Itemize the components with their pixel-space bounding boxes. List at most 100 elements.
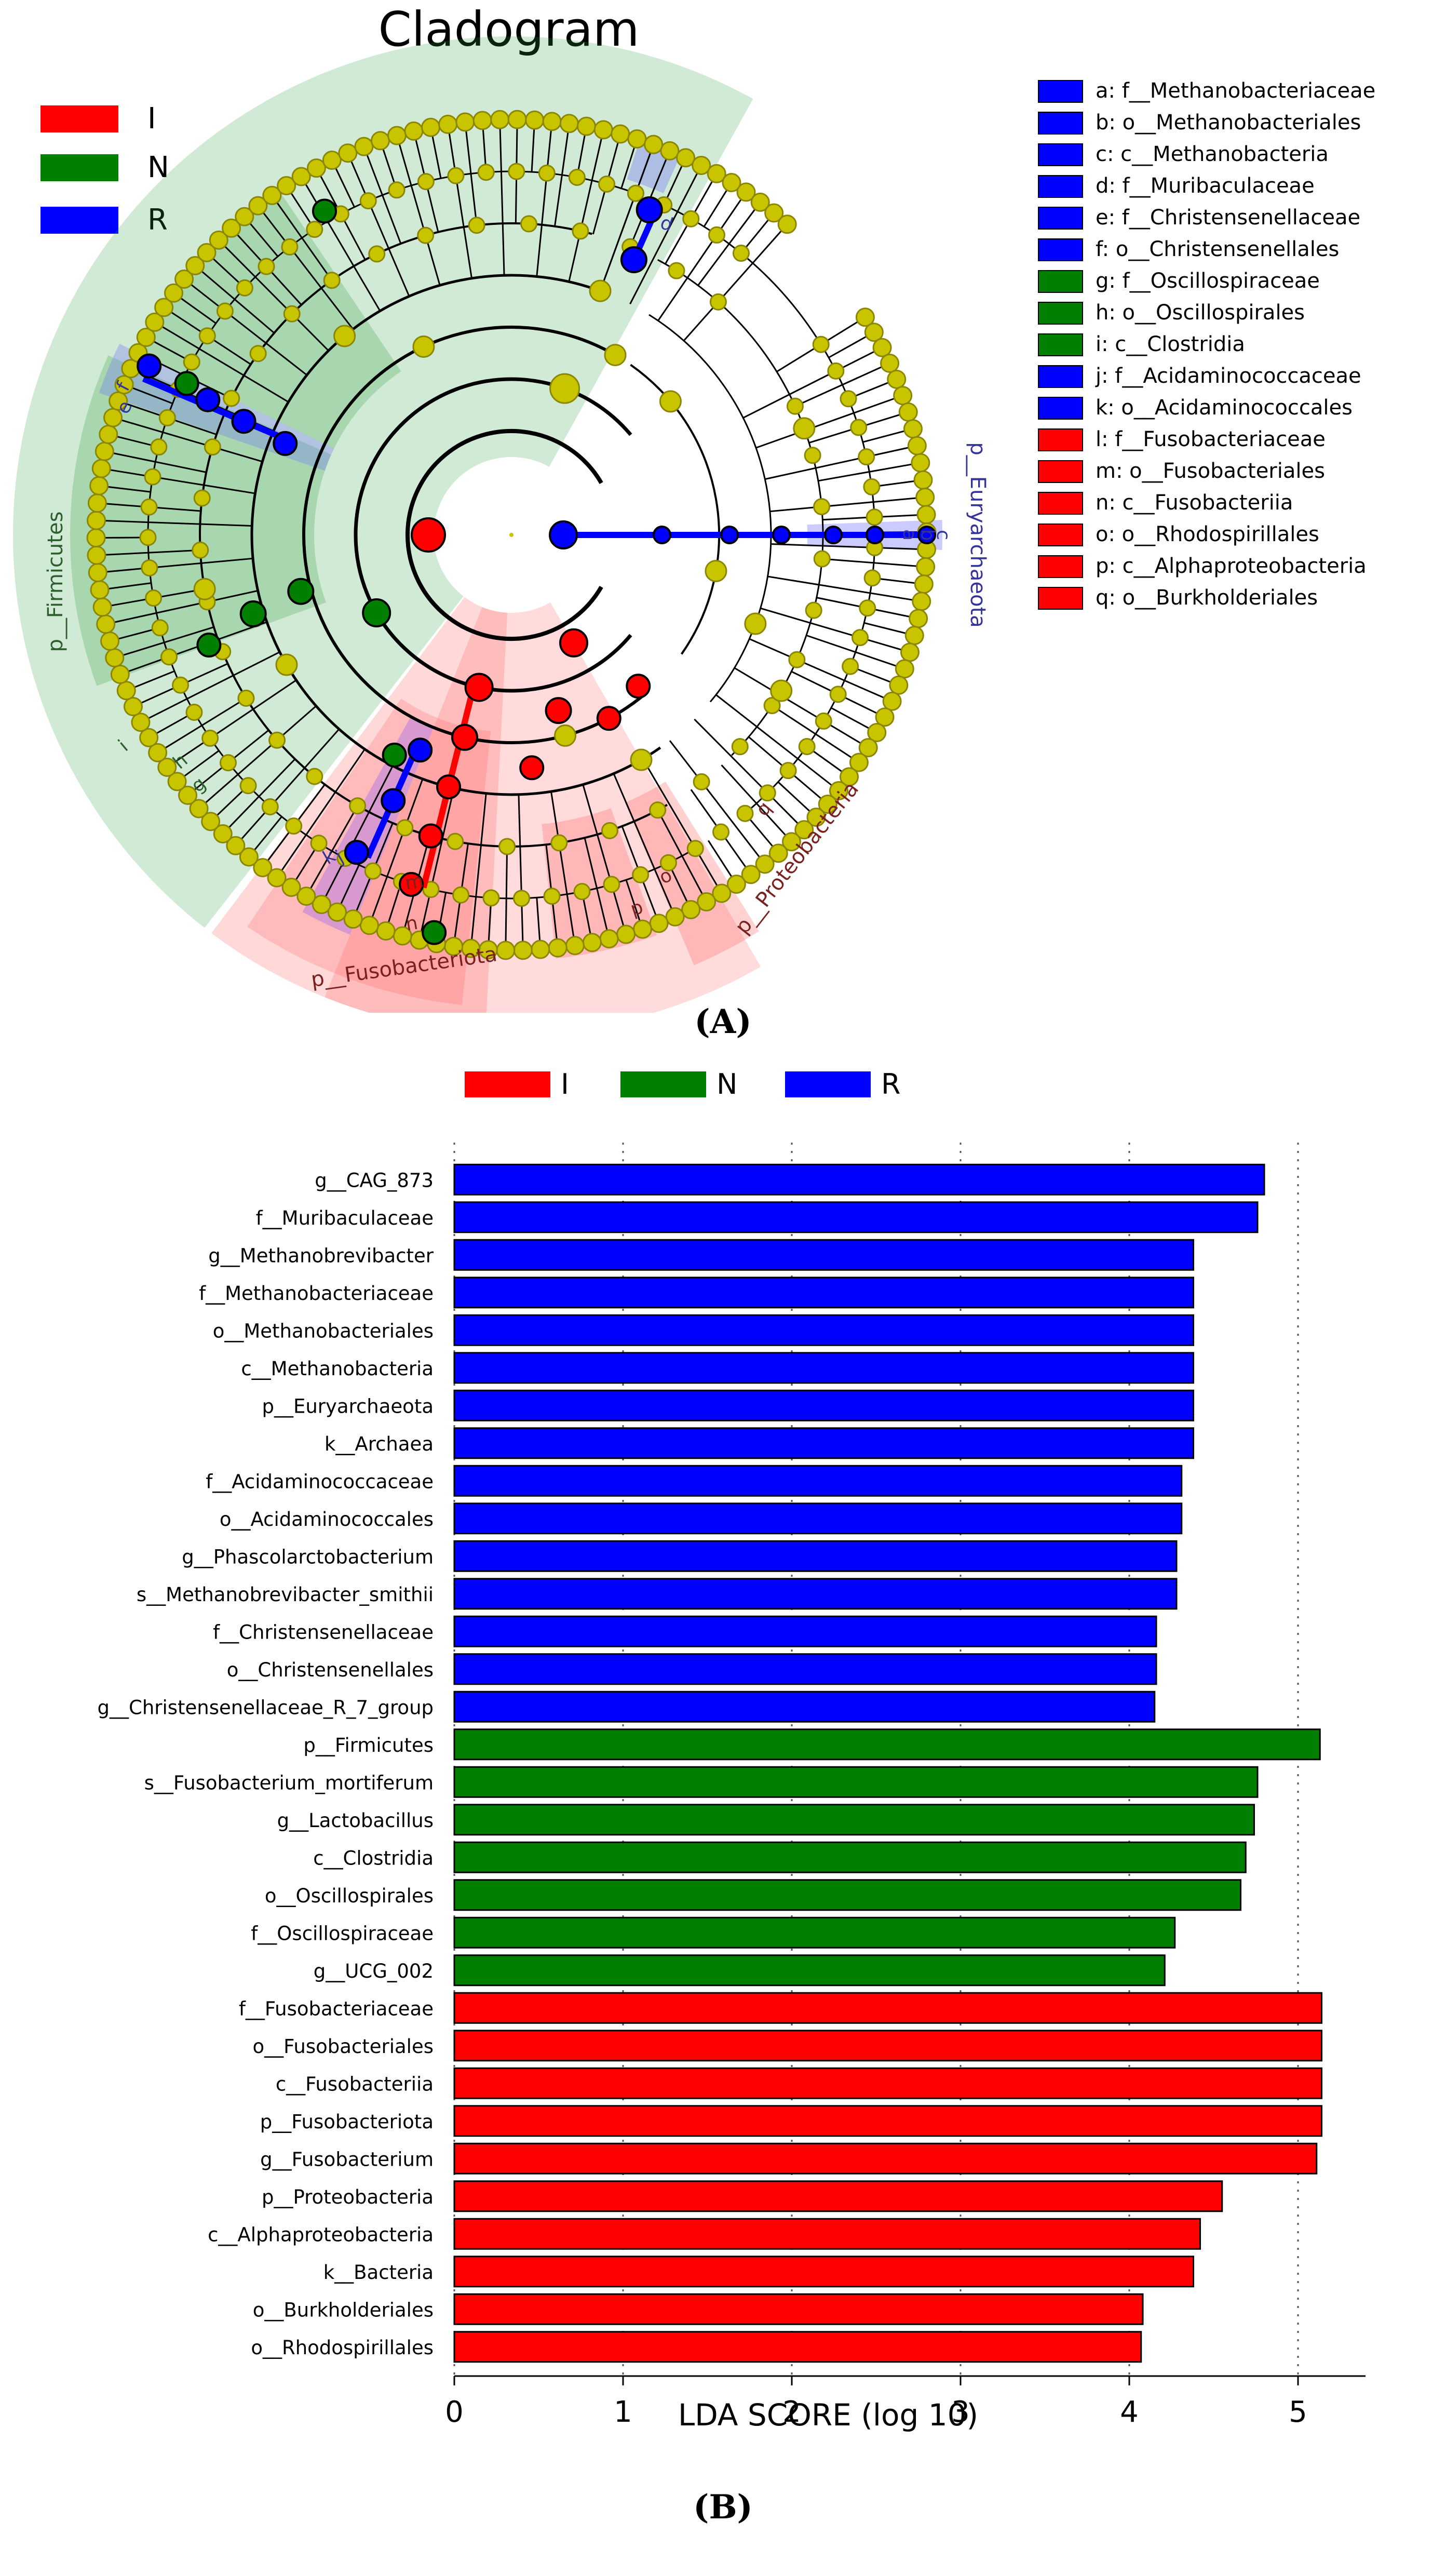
taxa-legend-swatch — [1038, 555, 1083, 578]
lda-legend-label-n: N — [717, 1068, 737, 1101]
inner-node — [183, 353, 200, 371]
leaf-node — [343, 909, 363, 929]
inner-node — [549, 373, 580, 404]
lda-bar — [453, 1766, 1259, 1798]
biomarker-node — [399, 871, 424, 897]
leaf-node — [154, 298, 174, 317]
inner-node — [236, 279, 253, 297]
inner-node — [139, 529, 157, 546]
lda-bar-label: o__Methanobacteriales — [213, 1320, 434, 1342]
inner-node — [863, 478, 881, 495]
tree-branch — [119, 626, 214, 658]
tree-branch — [818, 463, 916, 482]
taxa-legend-swatch — [1038, 333, 1083, 356]
legend-swatch-i — [40, 105, 118, 132]
inner-node — [604, 344, 627, 367]
taxa-legend-swatch — [1038, 524, 1083, 546]
inner-node — [201, 729, 219, 747]
label-euryarchaeota: p__Euryarchaeota — [966, 442, 990, 627]
leaf-node — [91, 459, 111, 478]
tree-branch — [130, 670, 175, 690]
biomarker-node — [720, 526, 739, 544]
taxa-legend-swatch — [1038, 80, 1083, 103]
leaf-node — [712, 883, 732, 903]
cladogram-group-legend: I N R — [40, 102, 169, 237]
lda-category-labels: g__CAG_873 f__Muribaculaceae g__Methanobre… — [98, 1169, 434, 2359]
inner-node — [447, 167, 465, 184]
lda-bar — [453, 1277, 1194, 1309]
inner-node — [452, 886, 470, 904]
lda-bar-label: k__Archaea — [325, 1433, 434, 1455]
biomarker-node — [626, 674, 651, 699]
leaf-node — [911, 453, 930, 473]
inner-node — [333, 325, 356, 347]
leaf-node — [726, 874, 746, 894]
leaf-node — [139, 728, 159, 747]
lda-panel: I N R g__CAG_873 f__Muribaculaceae g__Meth… — [0, 1054, 1446, 2576]
leaf-node — [582, 933, 602, 952]
taxa-legend: a: f__Methanobacteriaceae b: o__Methanoba… — [1038, 79, 1375, 610]
leaf-node — [777, 214, 797, 234]
leaf-node — [110, 664, 130, 684]
lda-bar — [453, 2067, 1322, 2099]
inner-node — [219, 754, 237, 772]
legend-swatch-n — [40, 154, 118, 181]
inner-node — [858, 448, 875, 466]
tree-branch — [715, 694, 835, 788]
leaf-node — [239, 847, 259, 867]
leaf-node — [697, 892, 717, 911]
inner-node — [829, 686, 847, 703]
tree-branch — [349, 157, 410, 297]
lda-bar-label: c__Methanobacteria — [241, 1358, 434, 1380]
tree-branch — [279, 748, 366, 874]
lda-bar-label: o__Rhodospirillales — [251, 2337, 434, 2359]
leaf-node — [376, 921, 396, 941]
clade-letter-q: q — [752, 798, 776, 821]
leaf-node — [880, 354, 900, 373]
tree-branch — [599, 149, 653, 291]
lda-tick-label: 4 — [1120, 2395, 1139, 2429]
tree-branch — [769, 497, 920, 513]
biomarker-node — [174, 371, 199, 396]
inner-node — [520, 215, 537, 233]
inner-node — [468, 217, 485, 234]
tree-arc — [657, 259, 824, 756]
leaf-node — [327, 902, 347, 922]
inner-node — [145, 589, 163, 607]
leaf-node — [185, 256, 205, 276]
inner-node — [193, 578, 216, 600]
tree-branch — [613, 773, 674, 913]
tree-branch — [333, 164, 355, 208]
leaf-node — [794, 820, 814, 840]
tree-branch — [721, 764, 789, 839]
inner-node — [193, 489, 211, 507]
taxa-legend-swatch — [1038, 238, 1083, 261]
biomarker-node — [824, 526, 843, 544]
biomarker-node — [422, 920, 447, 945]
inner-node — [842, 658, 859, 675]
inner-node — [513, 890, 531, 907]
inner-node — [261, 798, 279, 815]
leaf-node — [707, 164, 726, 183]
inner-node — [237, 689, 255, 707]
inner-node — [731, 738, 749, 756]
tree-branch — [642, 758, 720, 890]
leaf-node — [611, 124, 630, 144]
inner-node — [736, 804, 754, 822]
lda-legend-label-r: R — [881, 1068, 901, 1101]
lda-bar — [453, 1841, 1247, 1873]
leaf-node — [593, 120, 613, 140]
legend-label-r: R — [147, 203, 168, 237]
tree-branch — [251, 816, 282, 854]
inner-node — [482, 889, 500, 907]
tree-branch — [308, 805, 358, 892]
inner-node — [412, 335, 435, 358]
tree-branch — [226, 758, 296, 831]
inner-node — [158, 409, 176, 426]
inner-node — [813, 550, 831, 568]
leaf-node — [889, 675, 909, 695]
inner-node — [812, 336, 830, 353]
inner-node — [630, 748, 653, 771]
inner-node — [804, 447, 821, 464]
tree-branch — [339, 864, 360, 908]
